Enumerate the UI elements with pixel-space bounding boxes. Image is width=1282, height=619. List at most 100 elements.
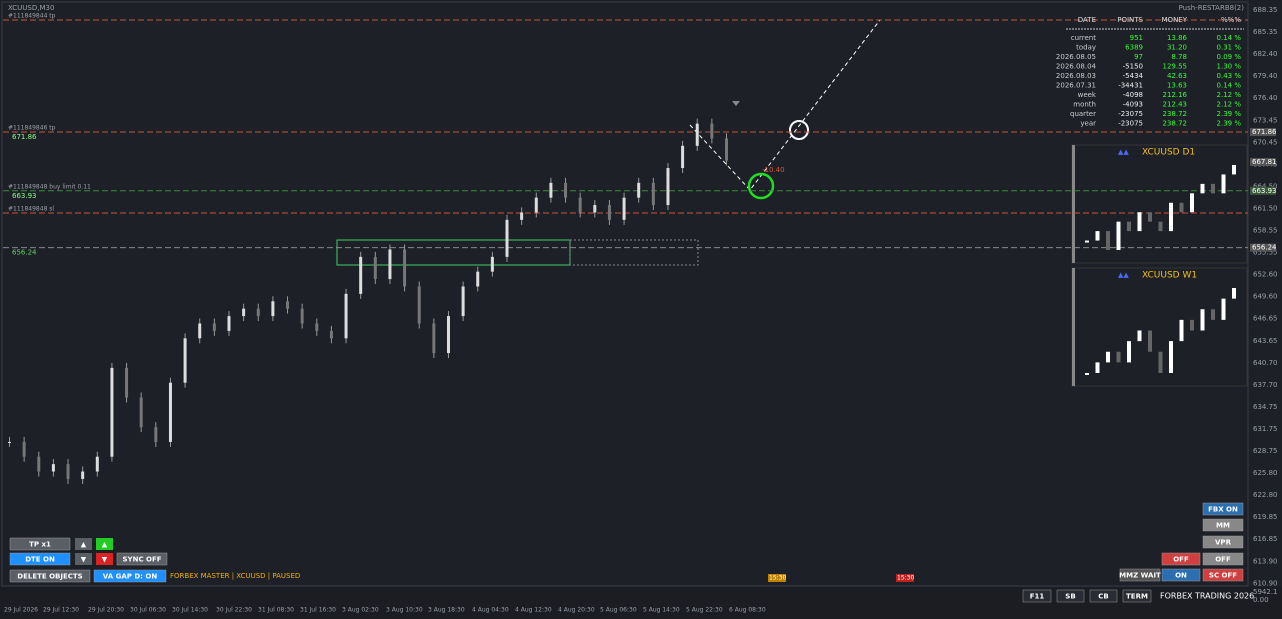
candle	[212, 323, 216, 331]
time-label: 5 Aug 14:30	[643, 607, 680, 614]
price-label: 664.50	[1253, 182, 1278, 190]
mmz-button-label: MMZ WAIT	[1119, 572, 1161, 580]
tp-button-bg	[9, 537, 71, 551]
on-button[interactable]: ON	[1161, 568, 1201, 582]
off-button[interactable]: OFF	[1161, 552, 1201, 566]
candle	[637, 182, 641, 198]
footer-button-bg	[1056, 589, 1085, 603]
time-label: 30 Jul 22:30	[216, 607, 252, 614]
sync-button[interactable]: SYNC OFF	[116, 552, 168, 566]
icon: ▲▲	[1118, 148, 1129, 156]
candle	[183, 338, 187, 383]
candle	[168, 382, 172, 442]
time-label: 29 Jul 20:30	[88, 607, 124, 614]
price-label: 673.45	[1253, 116, 1278, 124]
stats-cell: -5434	[1123, 72, 1144, 80]
level-price: 671.86	[12, 133, 37, 141]
price-label: 622.80	[1253, 491, 1278, 499]
tp-button[interactable]: TP x1	[9, 537, 71, 551]
mmz-button[interactable]: MMZ WAIT	[1119, 568, 1161, 582]
candle	[300, 308, 304, 324]
stats-cell: 0.14 %	[1217, 82, 1242, 90]
candle	[725, 138, 728, 161]
arrow-button-bg	[75, 538, 92, 550]
arrow-button[interactable]: ▲	[96, 538, 113, 550]
footer-button[interactable]: CB	[1089, 589, 1118, 603]
arrow-button[interactable]: ▼	[75, 553, 92, 565]
mini-candle	[1158, 221, 1163, 232]
time-label: 6 Aug 08:30	[729, 607, 766, 614]
price-label: 646.65	[1253, 315, 1278, 323]
time-label: 3 Aug 18:30	[428, 607, 465, 614]
price-label: 676.40	[1253, 94, 1278, 102]
price-label: 631.75	[1253, 425, 1278, 433]
footer-button-bg	[1122, 589, 1152, 603]
candle	[432, 323, 436, 354]
stats-cell: 129.55	[1163, 63, 1188, 71]
status: FORBEX MASTER | XCUUSD | PAUSED	[170, 572, 300, 580]
candle	[81, 471, 85, 479]
price-marker: 656.24	[1252, 244, 1277, 252]
time-label: 4 Aug 20:30	[558, 607, 595, 614]
footer-button[interactable]: TERM	[1122, 589, 1152, 603]
price-label: 610.90	[1253, 579, 1278, 587]
zone-projection	[569, 239, 699, 266]
mini-title: XCUUSD D1	[1142, 148, 1195, 158]
stats-cell: -5150	[1123, 63, 1143, 71]
mini-candle	[1169, 202, 1173, 232]
fbx-button-bg	[1202, 502, 1244, 516]
stats-cell: 97	[1134, 53, 1143, 61]
vagap-button[interactable]: VA GAP D: ON	[93, 569, 167, 583]
dte-button-label: DTE ON	[25, 556, 55, 564]
price-label: 679.40	[1253, 72, 1278, 80]
footer-button[interactable]: SB	[1056, 589, 1085, 603]
stats-cell: -4093	[1123, 101, 1143, 109]
candle	[227, 316, 231, 331]
fbx-button[interactable]: FBX ON	[1202, 502, 1244, 516]
mini-candle	[1211, 309, 1215, 320]
arrow-button[interactable]: ▲	[75, 538, 92, 550]
mm-button-bg	[1202, 518, 1244, 532]
mini-candle	[1190, 193, 1194, 213]
price-label: 655.55	[1253, 249, 1278, 257]
arrow-button-bg	[75, 553, 92, 565]
time-label: 5 Aug 22:30	[686, 607, 723, 614]
on-button-bg	[1161, 568, 1201, 582]
stats-cell: -23075	[1118, 120, 1143, 128]
mm-button[interactable]: MM	[1202, 518, 1244, 532]
mini-candle	[1179, 319, 1184, 342]
footer-button[interactable]: F11	[1022, 589, 1052, 603]
stats-cell: 13.63	[1167, 82, 1187, 90]
price-label: 670.45	[1253, 138, 1278, 146]
off-button[interactable]: OFF	[1202, 552, 1244, 566]
level-label: #111849848 sl	[8, 206, 54, 213]
stats-cell: 0.09 %	[1217, 53, 1242, 61]
off-button-label: OFF	[1173, 556, 1189, 564]
vpr-button[interactable]: VPR	[1202, 535, 1244, 549]
stats-cell: 31.20	[1167, 44, 1187, 52]
candle	[446, 316, 450, 354]
mini-candle	[1200, 309, 1205, 331]
indicator-label: 0.00	[1253, 596, 1269, 604]
footer-button-label: F11	[1030, 593, 1045, 601]
mini-candle	[1095, 362, 1100, 373]
candle	[490, 256, 494, 272]
candle	[564, 182, 568, 198]
delete-button[interactable]: DELETE OBJECTS	[9, 569, 91, 583]
indicator-name: Push-RESTARB8(2)	[1179, 4, 1245, 12]
arrow-button[interactable]: ▼	[96, 553, 113, 565]
mini-candle	[1211, 183, 1215, 194]
price-label: 661.50	[1253, 204, 1278, 212]
footer-button-bg	[1089, 589, 1118, 603]
dte-button[interactable]: DTE ON	[9, 552, 71, 566]
candle	[549, 182, 553, 198]
price-label: 652.60	[1253, 271, 1278, 279]
price-label: 619.85	[1253, 513, 1278, 521]
arrow-icon: ▼	[81, 556, 87, 564]
sc-button[interactable]: SC OFF	[1202, 568, 1244, 582]
price-label: 688.35	[1253, 6, 1278, 14]
candle	[125, 367, 129, 398]
candle	[198, 323, 202, 339]
